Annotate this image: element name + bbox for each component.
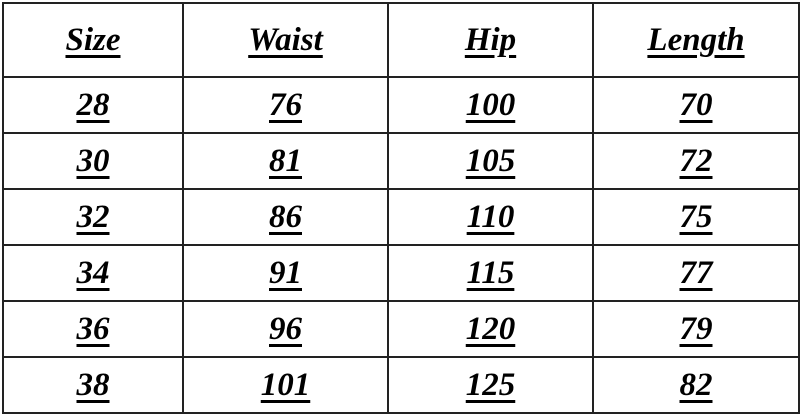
- table-row: 38 101 125 82: [2, 356, 800, 414]
- cell-length: 72: [592, 132, 800, 190]
- cell-length: 79: [592, 300, 800, 358]
- header-hip: Hip: [387, 2, 594, 78]
- cell-size: 38: [2, 356, 184, 414]
- cell-waist: 101: [182, 356, 389, 414]
- header-size: Size: [2, 2, 184, 78]
- cell-size: 32: [2, 188, 184, 246]
- cell-waist: 76: [182, 76, 389, 134]
- cell-length: 77: [592, 244, 800, 302]
- cell-hip: 105: [387, 132, 594, 190]
- cell-waist: 86: [182, 188, 389, 246]
- cell-size: 30: [2, 132, 184, 190]
- cell-length: 82: [592, 356, 800, 414]
- cell-size: 28: [2, 76, 184, 134]
- cell-hip: 115: [387, 244, 594, 302]
- cell-waist: 96: [182, 300, 389, 358]
- cell-length: 70: [592, 76, 800, 134]
- cell-waist: 91: [182, 244, 389, 302]
- cell-size: 36: [2, 300, 184, 358]
- cell-hip: 100: [387, 76, 594, 134]
- cell-size: 34: [2, 244, 184, 302]
- cell-length: 75: [592, 188, 800, 246]
- cell-hip: 110: [387, 188, 594, 246]
- table-row: 36 96 120 79: [2, 300, 800, 358]
- cell-hip: 120: [387, 300, 594, 358]
- cell-hip: 125: [387, 356, 594, 414]
- table-row: 34 91 115 77: [2, 244, 800, 302]
- table-row: 32 86 110 75: [2, 188, 800, 246]
- table-row: 28 76 100 70: [2, 76, 800, 134]
- header-length: Length: [592, 2, 800, 78]
- header-waist: Waist: [182, 2, 389, 78]
- cell-waist: 81: [182, 132, 389, 190]
- header-row: Size Waist Hip Length: [2, 2, 800, 78]
- table-row: 30 81 105 72: [2, 132, 800, 190]
